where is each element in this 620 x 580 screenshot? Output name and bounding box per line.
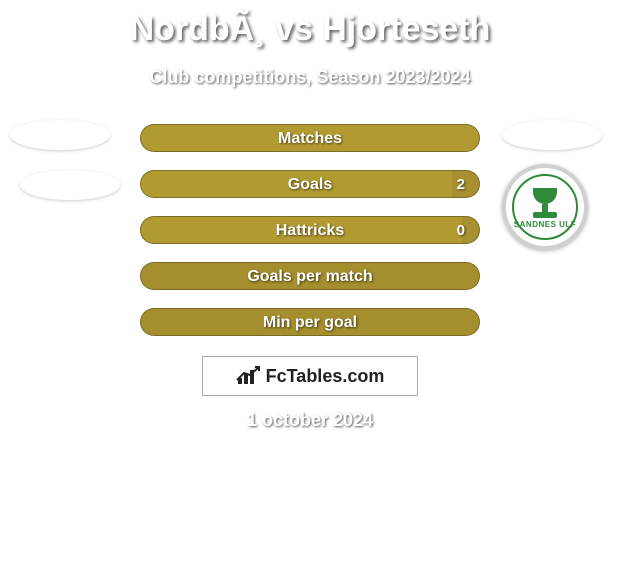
stat-bar: Goals 2 [140, 170, 480, 198]
stat-bar: Min per goal [140, 308, 480, 336]
page-subtitle: Club competitions, Season 2023/2024 [0, 67, 620, 88]
page-title: NordbÃ¸ vs Hjorteseth [0, 0, 620, 49]
left-ellipse-1 [10, 120, 110, 150]
right-ellipse [502, 120, 602, 150]
chart-icon [236, 366, 262, 386]
club-logo: SANDNES ULF [502, 164, 588, 250]
stat-bars: Matches Goals 2 Hattricks 0 Goals per match Mi… [140, 124, 480, 354]
stat-bar-label: Hattricks [276, 222, 344, 239]
date-text: 1 october 2024 [0, 410, 620, 431]
left-ellipse-2 [20, 170, 120, 200]
fctables-label: FcTables.com [266, 366, 385, 387]
stat-bar-right-value: 2 [457, 171, 465, 198]
stat-bar-label: Goals per match [247, 268, 372, 285]
left-shapes [10, 120, 120, 200]
stat-bar: Matches [140, 124, 480, 152]
stat-bar: Goals per match [140, 262, 480, 290]
stat-bar-label: Goals [288, 176, 332, 193]
stat-bar: Hattricks 0 [140, 216, 480, 244]
fctables-badge[interactable]: FcTables.com [202, 356, 418, 396]
club-logo-text: SANDNES ULF [506, 220, 584, 229]
stat-bar-label: Matches [278, 130, 342, 147]
stat-bar-label: Min per goal [263, 314, 357, 331]
right-shapes: SANDNES ULF [502, 120, 602, 250]
stat-bar-right-value: 0 [457, 217, 465, 244]
